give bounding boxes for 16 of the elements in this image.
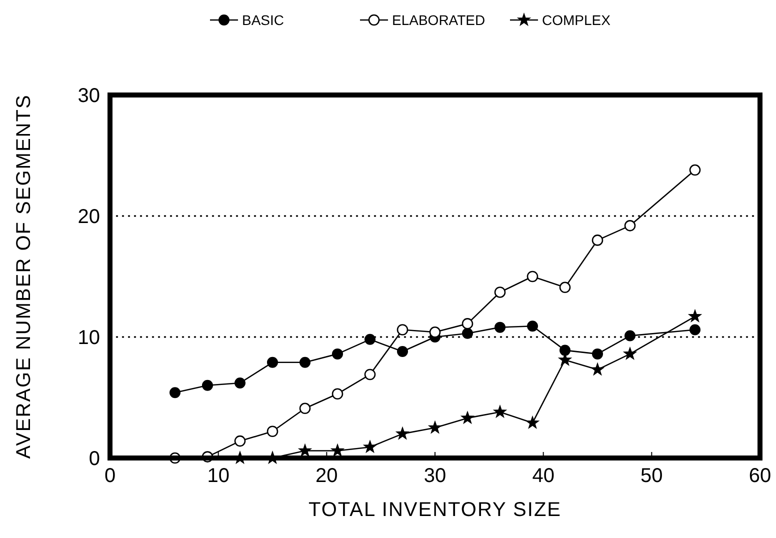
legend-label: COMPLEX	[542, 12, 612, 28]
legend-label: ELABORATED	[392, 12, 486, 28]
y-tick-label: 20	[78, 206, 100, 228]
y-axis-title: AVERAGE NUMBER OF SEGMENTS	[13, 94, 35, 459]
legend-label: BASIC	[242, 12, 284, 28]
x-tick-label: 30	[424, 465, 446, 487]
x-tick-label: 0	[104, 465, 116, 487]
x-axis-title: TOTAL INVENTORY SIZE	[308, 499, 562, 521]
y-tick-label: 0	[88, 448, 100, 470]
y-tick-label: 10	[78, 327, 100, 349]
x-tick-label: 10	[207, 465, 230, 487]
x-tick-label: 50	[640, 465, 663, 487]
x-tick-label: 40	[532, 465, 554, 487]
x-tick-label: 60	[748, 465, 772, 487]
y-tick-label: 30	[78, 85, 100, 107]
x-tick-label: 20	[316, 465, 338, 487]
